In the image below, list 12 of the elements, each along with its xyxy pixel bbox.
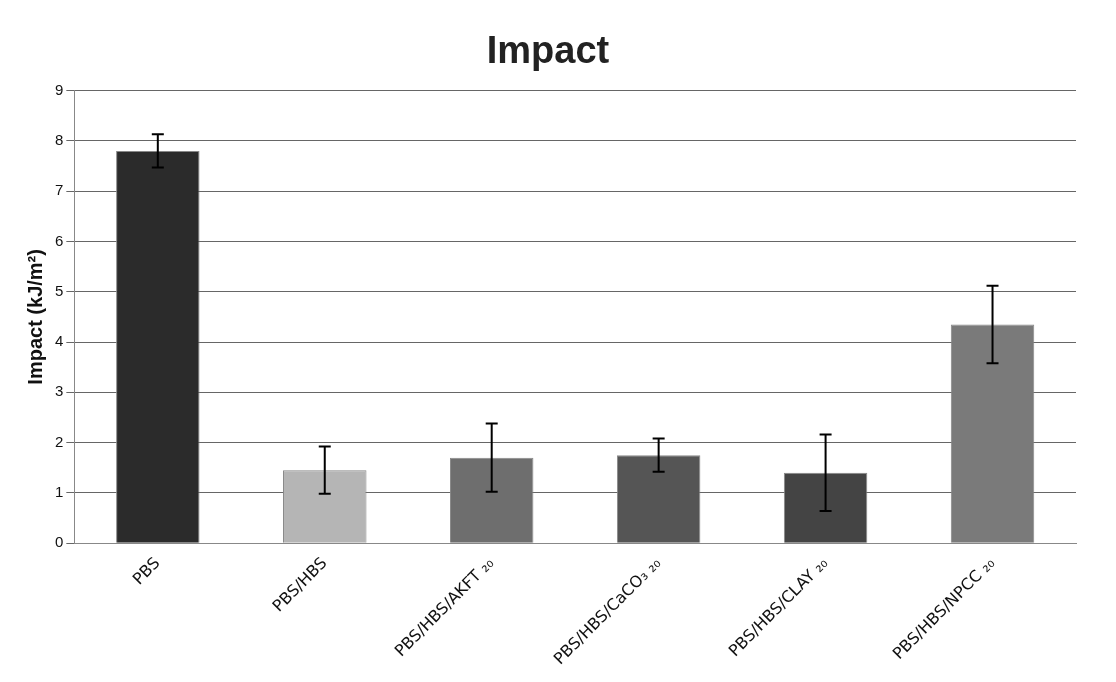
y-tick-label: 2 (55, 432, 64, 450)
y-tick-label: 8 (55, 131, 64, 149)
y-tick-label: 7 (55, 181, 64, 199)
y-tick-label: 4 (55, 332, 64, 350)
y-tick-label: 9 (55, 80, 64, 98)
y-tick-label: 5 (55, 281, 64, 299)
y-tick-label: 0 (55, 533, 64, 551)
chart-title: Impact (486, 29, 610, 72)
y-tick-label: 3 (55, 382, 64, 400)
y-axis-title: Impact (kJ/m²) (23, 249, 46, 385)
y-tick-label: 6 (55, 231, 64, 249)
y-tick-label: 1 (55, 483, 64, 500)
